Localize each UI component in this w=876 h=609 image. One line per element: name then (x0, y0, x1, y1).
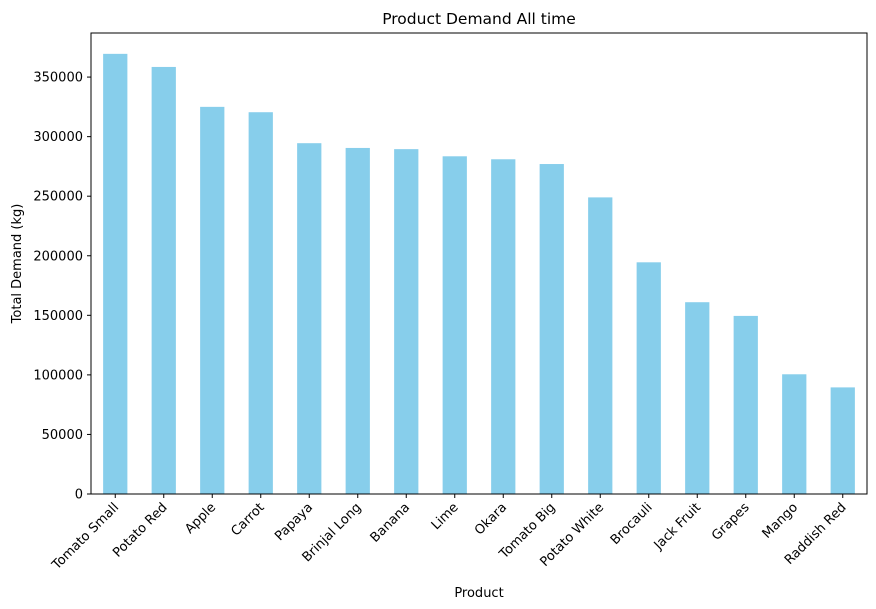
bar-tomato-big (539, 164, 564, 494)
x-tick-label: Lime (429, 500, 462, 533)
x-tick-label: Brocauli (608, 500, 656, 548)
bar-jack-fruit (685, 302, 710, 494)
bar-carrot (248, 112, 273, 494)
bar-potato-red (151, 66, 176, 494)
y-tick-label: 250000 (33, 190, 83, 205)
x-tick-label: Papaya (272, 500, 316, 544)
bar-papaya (297, 143, 322, 494)
y-tick-label: 50000 (42, 428, 83, 443)
x-tick-label: Jack Fruit (651, 500, 704, 553)
y-axis-title: Total Demand (kg) (10, 204, 25, 325)
bar-potato-white (588, 197, 613, 494)
x-tick-label: Mango (760, 500, 801, 541)
y-axis: 0 50000 100000 150000 200000 250000 300000 3500… (33, 71, 91, 503)
x-tick-label: Grapes (709, 500, 753, 544)
bar-okara (491, 159, 516, 494)
bars-group (103, 53, 855, 495)
x-tick-label: Okara (472, 500, 510, 538)
plot-frame (90, 32, 868, 495)
chart-title: Product Demand All time (382, 10, 576, 28)
x-axis-title: Product (454, 586, 503, 601)
y-tick-label: 150000 (33, 309, 83, 324)
y-tick-label: 200000 (33, 249, 83, 264)
y-tick-label: 100000 (33, 368, 83, 383)
bar-tomato-small (103, 53, 128, 494)
bar-grapes (733, 315, 758, 494)
x-tick-label: Banana (368, 500, 413, 545)
bar-mango (782, 374, 807, 494)
bar-brinjal-long (345, 147, 370, 494)
bar-apple (200, 106, 225, 495)
x-tick-label: Tomato Small (49, 500, 122, 573)
x-tick-label: Carrot (228, 500, 267, 539)
bar-banana (394, 149, 419, 494)
bar-raddish-red (830, 387, 855, 494)
bar-lime (442, 156, 467, 495)
bar-brocauli (636, 262, 661, 494)
y-tick-label: 300000 (33, 130, 83, 145)
x-tick-label: Apple (182, 500, 219, 537)
y-tick-label: 350000 (33, 71, 83, 86)
y-tick-label: 0 (75, 488, 83, 503)
